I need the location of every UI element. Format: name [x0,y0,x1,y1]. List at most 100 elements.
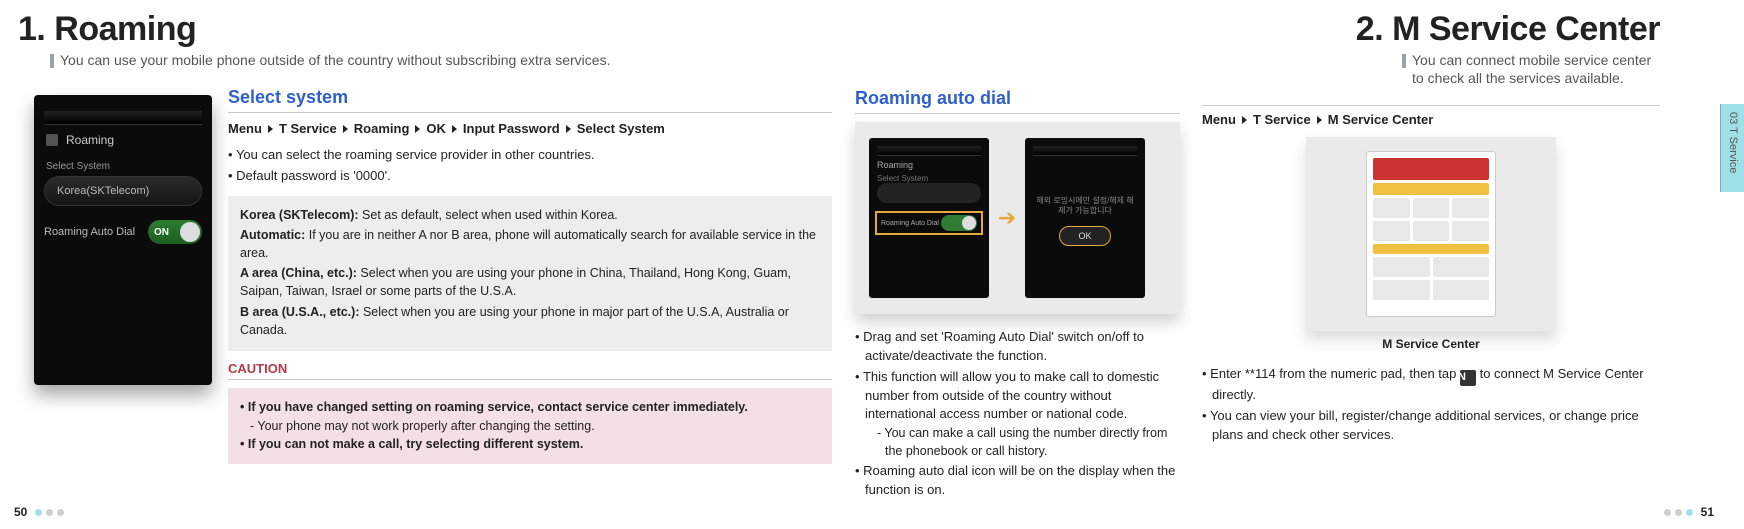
sub-dash: - You can make a call using the number d… [877,424,1180,460]
n-key-icon: N [1460,370,1476,386]
definition-row: A area (China, etc.): Select when you ar… [240,264,820,300]
document-spread: 1. Roaming You can use your mobile phone… [0,0,1744,529]
section1-body: Roaming Select System Korea(SKTelecom) R… [18,87,832,464]
def-term: Automatic: [240,228,305,242]
phone-toggle-label: Roaming Auto Dial [44,226,135,238]
mini-phone-right: 해외 로밍시에만 설정/해제 해제가 가능합니다 OK [1025,138,1145,298]
page-number-left: 50 [14,505,27,519]
section1-subtitle-row: You can use your mobile phone outside of… [50,51,832,69]
mini-statusbar [1033,146,1137,156]
chevron-right-icon [1242,116,1247,124]
section2-subtitle-row: You can connect mobile service center to… [1402,51,1660,87]
page-dots-icon [35,509,64,516]
definition-row: Korea (SKTelecom): Set as default, selec… [240,206,820,224]
list-item: This function will allow you to make cal… [855,368,1180,461]
phone-mock: Roaming Select System Korea(SKTelecom) R… [34,95,212,385]
def-term: Korea (SKTelecom): [240,208,359,222]
mini-toggle-row: Roaming Auto Dial [877,213,981,233]
svc-row [1373,221,1489,241]
left-page-footer: 50 [14,505,64,519]
caution-box: • If you have changed setting on roaming… [228,388,832,464]
svc-row [1373,257,1489,277]
section2-title: 2. M Service Center [1202,10,1660,49]
phone-toggle-on: ON [148,220,202,244]
chevron-right-icon [1317,116,1322,124]
section1-title: 1. Roaming [18,10,832,49]
path-step: Menu [228,121,262,136]
chevron-right-icon [415,125,420,133]
svc-band [1373,244,1489,254]
roaming-auto-dial-block: Roaming auto dial Roaming Select System … [850,0,1180,529]
section2-path: Menu T Service M Service Center [1202,112,1660,127]
roaming-auto-dial-heading: Roaming auto dial [855,88,1180,114]
path-step: OK [426,121,446,136]
system-definitions-box: Korea (SKTelecom): Set as default, selec… [228,196,832,351]
caution-line: • If you have changed setting on roaming… [240,400,748,414]
svc-row [1373,198,1489,218]
back-icon [46,134,58,146]
phone-statusbar [44,111,202,125]
list-item: Enter **114 from the numeric pad, then t… [1202,365,1660,405]
right-page-footer: 51 [1664,505,1714,519]
accent-bar-icon [50,54,54,68]
phone-mock-wrap: Roaming Select System Korea(SKTelecom) R… [18,87,228,464]
svc-band [1373,183,1489,195]
select-system-block: Select system Menu T Service Roaming OK … [228,87,832,464]
right-page: 2. M Service Center You can connect mobi… [1180,0,1700,529]
accent-bar-icon [1402,54,1406,68]
mini-phone-left: Roaming Select System Roaming Auto Dial [869,138,989,298]
path-step: Select System [577,121,665,136]
left-page: 1. Roaming You can use your mobile phone… [0,0,850,529]
section-tab-label: 03 T Service [1722,106,1744,179]
mini-header: Roaming [877,160,981,170]
svc-banner [1373,158,1489,180]
path-step: T Service [279,121,337,136]
path-step: Input Password [463,121,560,136]
select-system-path: Menu T Service Roaming OK Input Password… [228,121,832,136]
auto-dial-bullets: Drag and set 'Roaming Auto Dial' switch … [855,328,1180,500]
service-center-caption: M Service Center [1202,337,1660,351]
service-center-phone [1366,151,1496,317]
caution-heading: CAUTION [228,361,832,380]
path-step-bold: M Service Center [1328,112,1434,127]
dual-phone-illustration: Roaming Select System Roaming Auto Dial … [855,122,1180,314]
service-center-illustration [1306,137,1556,331]
definition-row: B area (U.S.A., etc.): Select when you a… [240,303,820,339]
path-step: Roaming [354,121,410,136]
list-item-text: This function will allow you to make cal… [863,369,1159,422]
chevron-right-icon [566,125,571,133]
definition-row: Automatic: If you are in neither A nor B… [240,226,820,262]
def-term: B area (U.S.A., etc.): [240,305,359,319]
phone-header: Roaming [44,129,202,151]
list-item: You can view your bill, register/change … [1202,407,1660,445]
section2-subtitle: You can connect mobile service center to… [1412,51,1660,87]
page-dots-icon [1664,509,1693,516]
phone-select-pill: Korea(SKTelecom) [44,176,202,206]
list-item: Drag and set 'Roaming Auto Dial' switch … [855,328,1180,366]
section2-bullets: Enter **114 from the numeric pad, then t… [1202,365,1660,445]
mini-center-text: 해외 로밍시에만 설정/해제 해제가 가능합니다 [1033,196,1137,217]
mini-statusbar [877,146,981,156]
list-item: Roaming auto dial icon will be on the di… [855,462,1180,500]
page-number-right: 51 [1701,505,1714,519]
select-system-heading: Select system [228,87,832,113]
select-system-bullets: You can select the roaming service provi… [228,146,832,186]
mini-pill [877,183,981,203]
svc-row [1373,280,1489,300]
section1-subtitle: You can use your mobile phone outside of… [60,51,610,69]
mini-toggle-icon [941,215,977,231]
path-step-bold: T Service [1253,112,1311,127]
path-step-bold: Menu [1202,112,1236,127]
toggle-knob-icon [180,222,200,242]
caution-subline: - Your phone may not work properly after… [240,417,820,436]
chevron-right-icon [452,125,457,133]
def-desc: If you are in neither A nor B area, phon… [240,228,816,260]
list-item: Default password is '0000'. [228,167,832,186]
toggle-text: ON [154,227,169,238]
phone-header-title: Roaming [66,133,114,147]
chevron-right-icon [268,125,273,133]
def-term: A area (China, etc.): [240,266,357,280]
phone-select-value: Korea(SKTelecom) [57,185,149,197]
def-desc: Set as default, select when used within … [362,208,618,222]
phone-toggle-row: Roaming Auto Dial ON [44,220,202,244]
